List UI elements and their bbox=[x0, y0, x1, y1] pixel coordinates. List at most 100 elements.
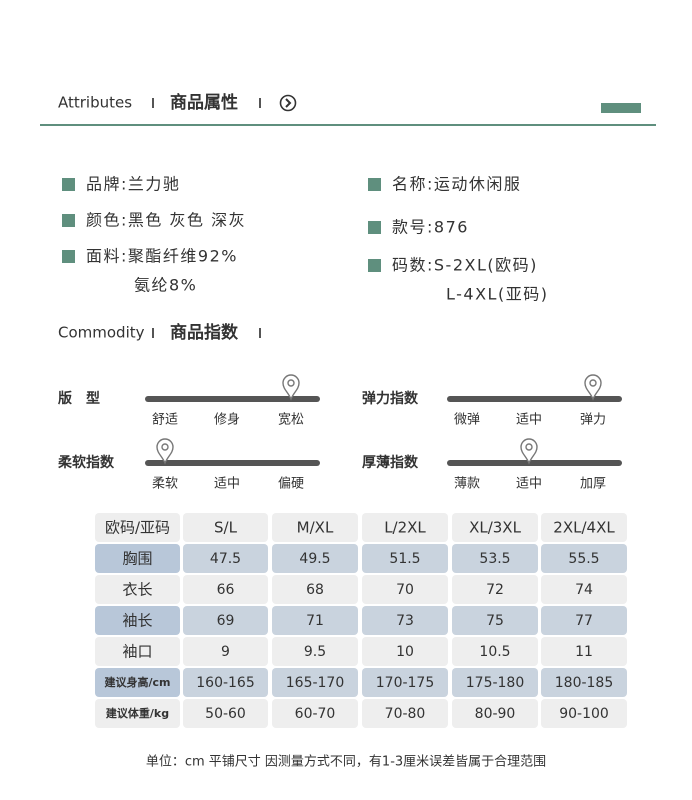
table-cell bbox=[362, 513, 448, 542]
table-cell bbox=[362, 606, 448, 635]
table-text: 170-175 bbox=[376, 675, 435, 691]
separator bbox=[152, 98, 154, 108]
table-text: 72 bbox=[486, 582, 504, 598]
table-text: 10.5 bbox=[479, 644, 510, 660]
table-text: 55.5 bbox=[568, 551, 599, 567]
table-text: 180-185 bbox=[555, 675, 614, 691]
table-cell bbox=[95, 699, 180, 728]
table-cell bbox=[95, 575, 180, 604]
index-track bbox=[447, 460, 622, 466]
index-label: 宽松 bbox=[278, 412, 304, 428]
index-label: 微弹 bbox=[454, 413, 480, 428]
header-cn: 商品属性 bbox=[170, 92, 238, 113]
table-text: M/XL bbox=[297, 519, 334, 537]
table-text: 衣长 bbox=[122, 581, 152, 599]
table-text: 165-170 bbox=[286, 675, 345, 691]
bullet bbox=[62, 178, 75, 191]
index-header-cn: 商品指数 bbox=[170, 322, 239, 343]
index-marker bbox=[520, 438, 538, 465]
table-cell bbox=[95, 513, 180, 542]
table-text: 90-100 bbox=[559, 706, 609, 722]
index-marker bbox=[584, 374, 602, 401]
index-marker bbox=[156, 438, 174, 465]
table-text: 73 bbox=[396, 613, 414, 629]
table-cell bbox=[183, 637, 268, 666]
header-en: Attributes bbox=[58, 94, 132, 112]
table-text: 2XL/4XL bbox=[553, 519, 615, 537]
index-name: 厚薄指数 bbox=[362, 454, 419, 471]
separator bbox=[259, 98, 261, 108]
table-text: 袖口 bbox=[122, 643, 152, 661]
index-label: 柔软 bbox=[152, 477, 178, 492]
table-text: 袖长 bbox=[122, 612, 152, 630]
footer-note: 单位：cm 平铺尺寸 因测量方式不同，有1-3厘米误差皆属于合理范围 bbox=[146, 754, 546, 770]
table-text: 75 bbox=[486, 613, 504, 629]
table-cell bbox=[362, 544, 448, 573]
arrow-icon bbox=[279, 94, 297, 112]
bullet bbox=[62, 250, 75, 263]
table-cell bbox=[95, 544, 180, 573]
table-cell bbox=[541, 606, 627, 635]
table-cell bbox=[541, 637, 627, 666]
table-text: 80-90 bbox=[475, 706, 516, 722]
table-cell bbox=[272, 637, 358, 666]
table-cell bbox=[183, 606, 268, 635]
table-text: 50-60 bbox=[205, 706, 246, 722]
attribute-text: 品牌:兰力驰 bbox=[86, 175, 180, 194]
table-text: 9 bbox=[221, 644, 230, 660]
index-track bbox=[145, 396, 320, 402]
index-marker-dot bbox=[287, 379, 295, 387]
table-cell bbox=[452, 575, 538, 604]
attribute-text: 氨纶8% bbox=[134, 276, 197, 295]
table-cell bbox=[362, 699, 448, 728]
index-label: 适中 bbox=[214, 477, 240, 492]
index-label: 薄款 bbox=[454, 477, 480, 492]
table-text: 建议体重/kg bbox=[106, 706, 169, 720]
table-text: 胸围 bbox=[122, 550, 152, 568]
table-cell bbox=[541, 513, 627, 542]
separator bbox=[259, 328, 261, 338]
table-text: 11 bbox=[575, 644, 593, 660]
table-text: 68 bbox=[306, 582, 324, 598]
table-cell bbox=[452, 637, 538, 666]
index-label: 加厚 bbox=[580, 477, 606, 492]
table-text: 71 bbox=[306, 613, 324, 629]
table-text: 77 bbox=[575, 613, 593, 629]
table-text: 70 bbox=[396, 582, 414, 598]
index-name: 柔软指数 bbox=[57, 454, 115, 471]
separator bbox=[152, 328, 154, 338]
table-cell bbox=[183, 575, 268, 604]
table-cell bbox=[183, 513, 268, 542]
table-cell bbox=[452, 668, 538, 697]
table-text: 10 bbox=[396, 644, 414, 660]
table-cell bbox=[272, 668, 358, 697]
index-label: 修身 bbox=[214, 412, 240, 428]
index-marker-dot bbox=[161, 443, 169, 451]
index-marker bbox=[282, 374, 300, 401]
table-text: 66 bbox=[217, 582, 235, 598]
table-text: 60-70 bbox=[295, 706, 336, 722]
attribute-text: 颜色:黑色 灰色 深灰 bbox=[86, 211, 246, 230]
table-text: 47.5 bbox=[210, 551, 241, 567]
attribute-text: 款号:876 bbox=[392, 218, 469, 237]
table-cell bbox=[362, 637, 448, 666]
table-cell bbox=[452, 699, 538, 728]
table-text: S/L bbox=[214, 519, 238, 537]
index-marker-dot bbox=[589, 379, 597, 387]
table-text: 175-180 bbox=[466, 675, 525, 691]
table-text: 欧码/亚码 bbox=[105, 519, 170, 537]
index-header-en: Commodity bbox=[58, 324, 145, 342]
table-cell bbox=[541, 544, 627, 573]
table-cell bbox=[452, 606, 538, 635]
table-cell bbox=[183, 544, 268, 573]
table-text: 建议身高/cm bbox=[105, 675, 171, 689]
table-text: 160-165 bbox=[196, 675, 255, 691]
table-cell bbox=[452, 513, 538, 542]
table-cell bbox=[541, 575, 627, 604]
table-cell bbox=[95, 606, 180, 635]
bullet bbox=[368, 259, 381, 272]
table-text: 70-80 bbox=[385, 706, 426, 722]
index-marker-dot bbox=[525, 443, 533, 451]
attribute-text: 面料:聚酯纤维92% bbox=[86, 247, 238, 266]
attribute-text: 名称:运动休闲服 bbox=[392, 175, 521, 194]
